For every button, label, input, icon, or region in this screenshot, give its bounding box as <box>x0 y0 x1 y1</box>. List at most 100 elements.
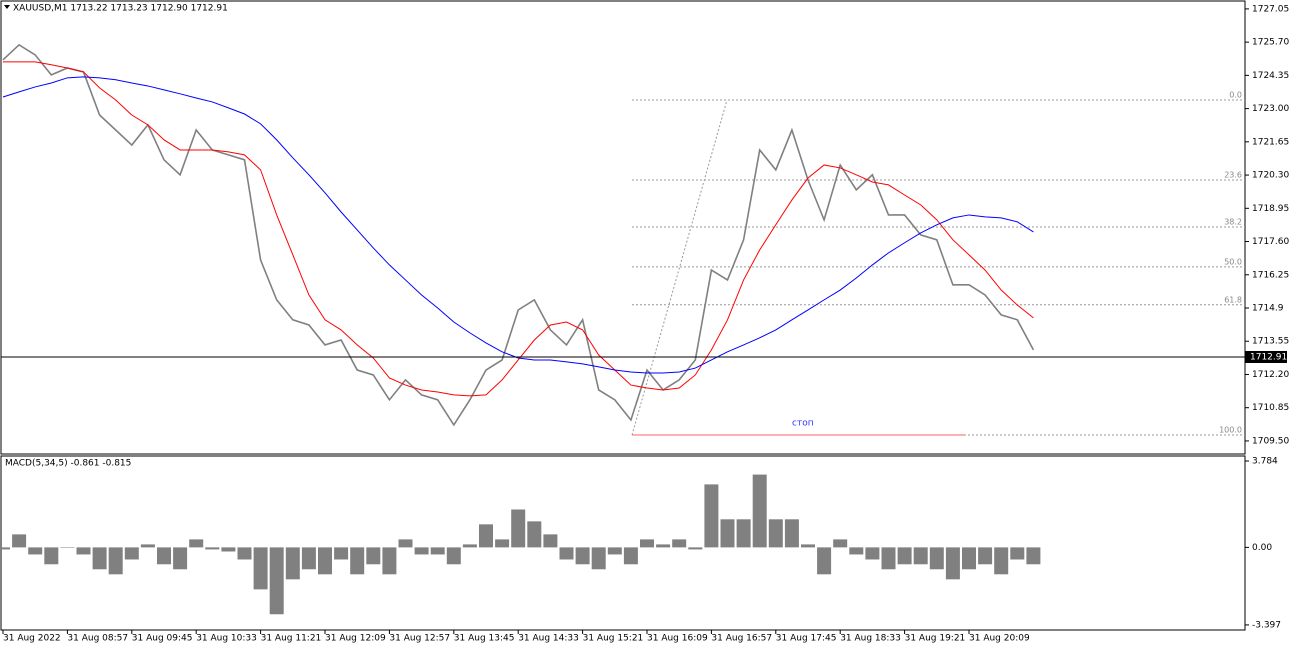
y-tick-label: 1720.30 <box>1252 171 1289 181</box>
series-line <box>2 76 1034 374</box>
y-tick-label: 1710.85 <box>1252 403 1289 413</box>
macd-bar <box>237 547 252 560</box>
y-tick-label: 1723.00 <box>1252 104 1289 114</box>
macd-bar <box>623 547 638 565</box>
macd-bar <box>640 539 654 548</box>
macd-bar <box>318 547 332 575</box>
macd-bar <box>849 547 864 555</box>
macd-bar <box>559 547 574 560</box>
macd-bar <box>446 547 461 565</box>
macd-bar <box>511 509 526 548</box>
x-tick-label: 31 Aug 2022 <box>3 634 61 644</box>
macd-bar <box>994 547 1009 575</box>
y-tick-label: 3.784 <box>1252 457 1278 467</box>
x-tick-label: 31 Aug 16:57 <box>711 634 772 644</box>
y-tick-label: 1709.50 <box>1252 436 1289 446</box>
macd-bar <box>784 519 799 548</box>
x-tick-label: 31 Aug 16:09 <box>647 634 708 644</box>
macd-bar <box>221 547 236 552</box>
macd-bar <box>124 547 139 560</box>
fib-trend <box>631 99 728 436</box>
collapse-icon[interactable] <box>4 5 10 9</box>
y-tick-label: -3.397 <box>1252 620 1281 630</box>
macd-bar <box>414 547 429 555</box>
macd-bar <box>173 547 188 570</box>
y-tick-label: 1725.70 <box>1252 38 1289 48</box>
y-tick-label: 1721.65 <box>1252 137 1289 147</box>
macd-bar <box>366 547 381 565</box>
macd-title: MACD(5,34,5) -0.861 -0.815 <box>5 459 131 469</box>
macd-bar <box>140 544 155 548</box>
y-tick-label: 1712.20 <box>1252 370 1289 380</box>
y-tick-label: 0.00 <box>1252 543 1272 553</box>
macd-bar <box>929 547 944 570</box>
price-panel <box>0 0 1246 455</box>
series-line <box>2 43 1035 427</box>
x-tick-label: 31 Aug 19:21 <box>905 634 966 644</box>
macd-bar <box>382 547 397 575</box>
macd-bar <box>704 484 719 548</box>
macd-bar <box>736 519 751 548</box>
x-tick-label: 31 Aug 09:45 <box>132 634 193 644</box>
x-tick-label: 31 Aug 17:45 <box>776 634 837 644</box>
x-tick-label: 31 Aug 18:33 <box>840 634 901 644</box>
macd-bar <box>913 547 928 565</box>
macd-bar <box>817 547 832 575</box>
current-price-label: 1712.91 <box>1250 352 1287 362</box>
x-tick-label: 31 Aug 12:57 <box>389 634 450 644</box>
macd-bar <box>945 547 960 580</box>
y-tick-label: 1727.05 <box>1252 4 1289 14</box>
fib-label: 23.6 <box>1224 170 1242 179</box>
macd-bar <box>801 544 815 548</box>
y-tick-label: 1724.35 <box>1252 71 1289 81</box>
macd-bar <box>205 547 220 550</box>
x-tick-label: 31 Aug 10:33 <box>196 634 257 644</box>
macd-bar <box>752 474 767 548</box>
macd-bar <box>656 544 671 548</box>
x-tick-label: 31 Aug 14:33 <box>518 634 579 644</box>
macd-bar <box>76 547 91 555</box>
x-tick-label: 31 Aug 11:21 <box>261 634 322 644</box>
y-tick-label: 1717.60 <box>1252 237 1289 247</box>
macd-bar <box>0 547 10 550</box>
x-tick-label: 31 Aug 15:21 <box>583 634 644 644</box>
chart-title: XAUUSD,M1 1713.22 1713.23 1712.90 1712.9… <box>13 4 228 14</box>
macd-bar <box>575 547 590 565</box>
macd-bar <box>978 547 993 565</box>
macd-bar <box>430 547 445 555</box>
fib-label: 0.0 <box>1229 90 1242 99</box>
macd-bar <box>157 547 171 565</box>
x-tick-label: 31 Aug 20:09 <box>969 634 1030 644</box>
macd-bar <box>543 534 558 548</box>
macd-bar <box>398 539 413 548</box>
macd-bar <box>881 547 896 570</box>
y-tick-label: 1718.95 <box>1252 204 1289 214</box>
fib-label: 50.0 <box>1224 257 1242 266</box>
macd-bar <box>60 547 75 548</box>
macd-bar <box>189 539 204 548</box>
macd-bar <box>672 539 687 548</box>
macd-panel <box>0 455 1246 631</box>
macd-bar <box>897 547 912 565</box>
series-line <box>3 61 1034 397</box>
macd-bar <box>962 547 976 570</box>
x-tick-label: 31 Aug 12:09 <box>325 634 386 644</box>
x-tick-label: 31 Aug 08:57 <box>67 634 128 644</box>
macd-bar <box>462 544 477 548</box>
macd-bar <box>92 547 107 570</box>
macd-bar <box>334 547 349 560</box>
macd-bar <box>720 519 735 548</box>
macd-bar <box>768 519 783 548</box>
macd-bar <box>108 547 123 575</box>
macd-bar <box>1026 547 1041 565</box>
y-tick-label: 1713.55 <box>1252 337 1289 347</box>
macd-bar <box>1010 547 1025 560</box>
macd-bar <box>285 547 300 580</box>
macd-bar <box>607 547 622 555</box>
macd-bar <box>495 539 510 548</box>
macd-bar <box>865 547 880 560</box>
macd-bar <box>833 539 848 548</box>
macd-bar <box>350 547 365 575</box>
